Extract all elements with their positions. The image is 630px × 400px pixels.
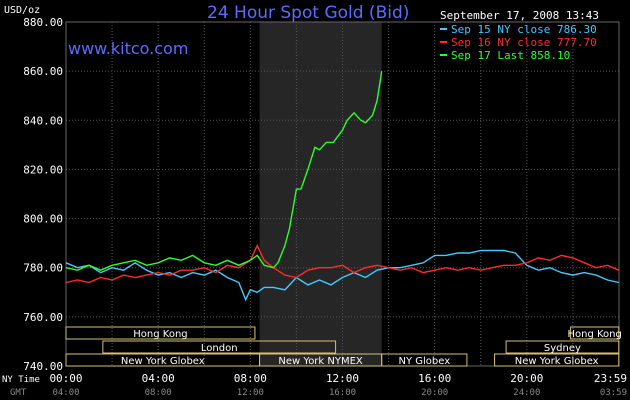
legend-entry: Sep 17 Last 858.10 — [451, 49, 570, 62]
ny-time-label: NY Time — [2, 375, 40, 385]
x-axis-ticks: 00:00 04:00 08:00 12:00 16:00 20:00 23:59 04:00… — [49, 372, 627, 398]
y-tick-label: 760.00 — [23, 311, 63, 324]
y-axis-label: USD/oz — [4, 5, 40, 16]
y-tick-label: 800.00 — [23, 213, 63, 226]
y-tick-label: 860.00 — [23, 65, 63, 78]
gmt-tick-label: 24:00 — [513, 388, 540, 398]
legend-entry: Sep 15 NY close 786.30 — [451, 23, 597, 36]
gmt-tick-label: 08:00 — [145, 388, 172, 398]
x-tick-label: 23:59 — [594, 372, 627, 385]
session-label: Hong Kong — [133, 329, 187, 340]
legend-entry: Sep 16 NY close 777.70 — [451, 36, 597, 49]
gmt-label: GMT — [10, 388, 27, 398]
x-tick-label: 20:00 — [510, 372, 543, 385]
source-site: www.kitco.com — [68, 39, 188, 58]
x-tick-label: 12:00 — [326, 372, 359, 385]
series-line — [65, 249, 619, 302]
nymex-session-highlight — [259, 22, 382, 366]
y-tick-label: 820.00 — [23, 163, 63, 176]
gmt-tick-label: 12:00 — [237, 388, 264, 398]
y-tick-label: 840.00 — [23, 114, 63, 127]
session-box — [505, 340, 620, 354]
gmt-tick-label: 16:00 — [329, 388, 356, 398]
session-box — [381, 353, 468, 367]
session-label: Sydney — [544, 343, 581, 354]
x-tick-label: 08:00 — [234, 372, 267, 385]
session-box — [494, 353, 620, 367]
y-tick-label: 780.00 — [23, 262, 63, 275]
session-label: New York NYMEX — [278, 356, 363, 367]
series-line — [65, 70, 383, 271]
chart-title: 24 Hour Spot Gold (Bid) — [207, 3, 409, 23]
trading-sessions: Hong Kong Hong Kong London Sydney New York G… — [65, 326, 622, 367]
session-label: Hong Kong — [568, 329, 622, 340]
y-tick-label: 740.00 — [23, 360, 63, 373]
x-tick-label: 16:00 — [418, 372, 451, 385]
session-label: NY Globex — [398, 356, 450, 367]
price-series — [65, 70, 620, 302]
session-label: New York Globex — [121, 356, 205, 367]
session-label: New York Globex — [515, 356, 599, 367]
session-box — [102, 340, 337, 354]
gmt-tick-label: 03:59 — [600, 388, 627, 398]
highlight-band — [259, 22, 382, 366]
chart-timestamp: September 17, 2008 13:43 — [440, 9, 599, 22]
session-label: London — [201, 343, 238, 354]
session-box — [570, 326, 620, 340]
x-tick-label: 04:00 — [142, 372, 175, 385]
y-tick-label: 880.00 — [23, 16, 63, 29]
session-box — [65, 326, 256, 340]
y-axis-ticks: 740.00 760.00 780.00 800.00 820.00 840.00 860.… — [23, 16, 63, 373]
gmt-tick-label: 04:00 — [52, 388, 79, 398]
gmt-tick-label: 20:00 — [421, 388, 448, 398]
series-line — [65, 243, 620, 284]
x-tick-label: 00:00 — [49, 372, 82, 385]
